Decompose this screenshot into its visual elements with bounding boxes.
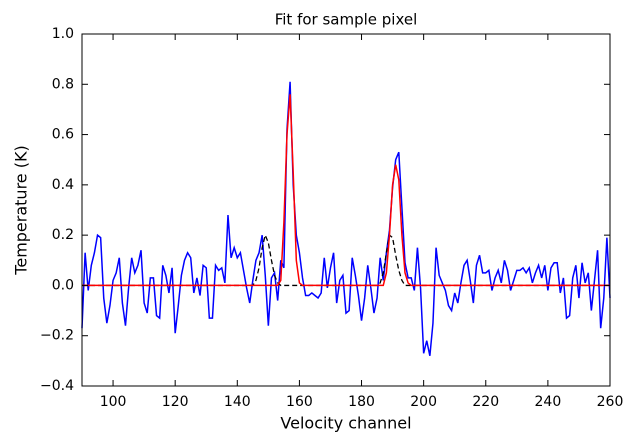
x-tick-label: 180 xyxy=(348,394,375,410)
y-tick-label: −0.4 xyxy=(40,378,74,394)
x-tick-label: 100 xyxy=(100,394,127,410)
x-tick-label: 140 xyxy=(224,394,251,410)
y-tick-label: 0.8 xyxy=(52,76,74,92)
x-tick-label: 160 xyxy=(286,394,313,410)
x-axis-label: Velocity channel xyxy=(280,414,411,433)
data-line xyxy=(82,94,610,287)
data-line xyxy=(81,81,611,356)
y-tick-label: 0.2 xyxy=(52,227,74,243)
x-tick-label: 200 xyxy=(410,394,437,410)
x-tick-label: 120 xyxy=(162,394,189,410)
y-axis-label: Temperature (K) xyxy=(12,145,31,275)
x-tick-label: 260 xyxy=(597,394,624,410)
x-tick-label: 220 xyxy=(472,394,499,410)
x-tick-label: 240 xyxy=(535,394,562,410)
y-tick-label: 0.0 xyxy=(52,277,74,293)
y-tick-label: −0.2 xyxy=(40,328,74,344)
chart-title: Fit for sample pixel xyxy=(275,11,418,29)
y-tick-label: 1.0 xyxy=(52,26,74,42)
plot-frame xyxy=(81,33,611,387)
y-tick-label: 0.6 xyxy=(52,127,74,143)
y-tick-label: 0.4 xyxy=(52,177,74,193)
